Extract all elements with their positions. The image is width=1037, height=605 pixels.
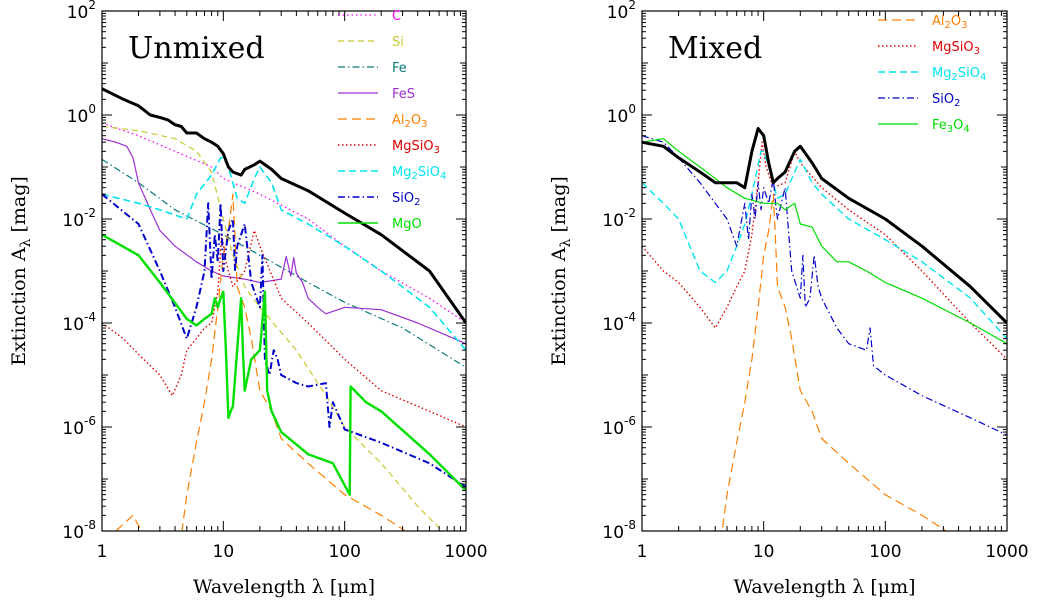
x-tick-label: 1	[97, 542, 108, 562]
chart-panel-unmixed: 1 10 100 1000 10-8 10-6 10-4 10-2 100 102 Waveleng…	[8, 0, 488, 598]
legend-label: Fe	[392, 61, 407, 76]
x-tick-label: 1000	[985, 542, 1028, 562]
x-tick-label: 1000	[444, 542, 487, 562]
y-tick-label: 10-4	[602, 310, 636, 335]
x-tick-label: 100	[869, 542, 901, 562]
legend-label: MgSiO3	[932, 40, 980, 57]
y-tick-label: 10-2	[62, 206, 96, 231]
legend: Al2O3 MgSiO3 Mg2SiO4 SiO2 Fe3O4	[878, 14, 986, 135]
legend-label: Al2O3	[932, 14, 968, 31]
x-axis-label: Wavelength λ [μm]	[733, 576, 915, 598]
legend-label: Fe3O4	[932, 118, 970, 135]
legend-label: Mg2SiO4	[932, 66, 986, 83]
series-line-sio2	[102, 193, 466, 488]
legend-label: FeS	[392, 87, 415, 102]
x-tick-label: 100	[328, 542, 360, 562]
legend-label: SiO2	[932, 92, 960, 109]
series-line-mgsio3	[102, 229, 466, 428]
y-axis-label: Extinction Aλ [mag]	[548, 176, 574, 366]
series-line-total	[102, 87, 466, 324]
panel-title: Unmixed	[128, 31, 265, 66]
series-line-al2o3	[102, 193, 407, 531]
x-tick-label: 1	[637, 542, 648, 562]
series-line-mg2sio4	[102, 157, 466, 351]
y-tick-label: 102	[67, 0, 96, 23]
legend: C Si Fe FeS Al2O3 MgSiO3 Mg2SiO4 SiO2 MgO	[338, 9, 446, 232]
series-line-mgo	[102, 233, 466, 496]
series-group	[642, 127, 1007, 531]
y-tick-label: 102	[607, 0, 636, 23]
series-line-total	[642, 127, 1007, 325]
panel-title: Mixed	[668, 31, 762, 66]
x-axis-label: Wavelength λ [μm]	[193, 576, 375, 598]
legend-label: Mg2SiO4	[392, 165, 446, 182]
x-tick-label: 10	[753, 542, 775, 562]
series-line-fe	[102, 158, 466, 368]
y-tick-label: 10-4	[62, 310, 96, 335]
y-tick-label: 10-6	[62, 414, 96, 439]
legend-label: SiO2	[392, 191, 420, 208]
legend-label: Al2O3	[392, 113, 428, 130]
series-line-fes	[102, 138, 466, 345]
y-tick-label: 10-8	[62, 518, 96, 543]
legend-label: MgSiO3	[392, 139, 440, 156]
y-axis-label: Extinction Aλ [mag]	[8, 176, 34, 366]
y-tick-label: 100	[67, 102, 96, 127]
chart-panel-mixed: 1 10 100 1000 10-8 10-6 10-4 10-2 100 102 Waveleng…	[548, 0, 1029, 598]
series-line-mgsio3	[642, 141, 1007, 360]
legend-label: Si	[392, 35, 404, 50]
y-tick-label: 100	[607, 102, 636, 127]
y-tick-label: 10-2	[602, 206, 636, 231]
y-tick-label: 10-8	[602, 518, 636, 543]
series-group	[102, 87, 466, 531]
series-line-sio2	[642, 135, 1007, 436]
legend-label: MgO	[392, 217, 422, 232]
series-line-fe3o4	[642, 138, 1007, 345]
x-tick-label: 10	[213, 542, 235, 562]
y-tick-label: 10-6	[602, 414, 636, 439]
series-line-al2o3	[721, 193, 948, 531]
legend-label: C	[392, 9, 401, 24]
